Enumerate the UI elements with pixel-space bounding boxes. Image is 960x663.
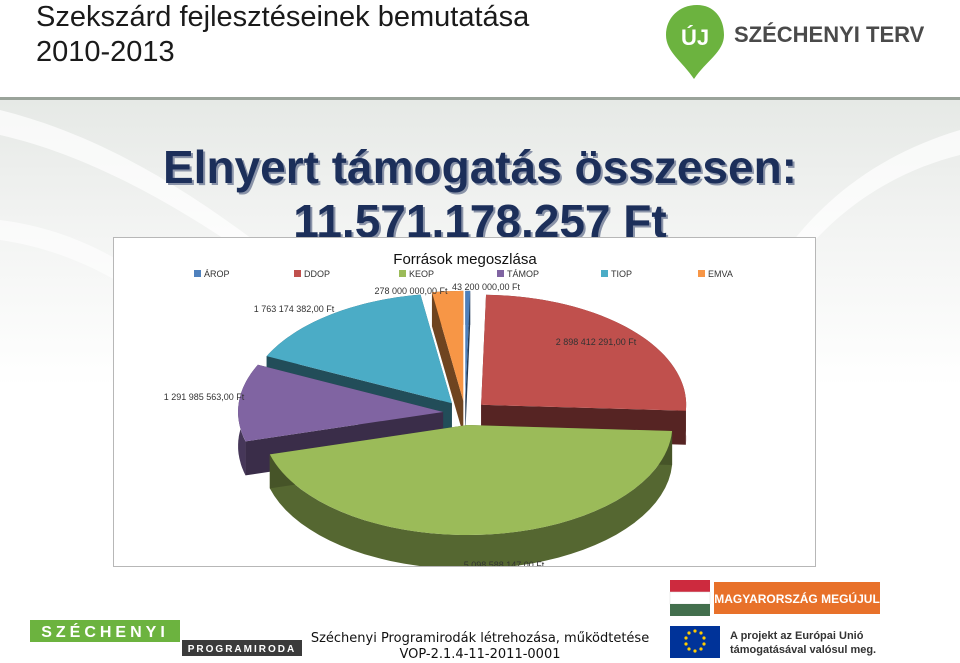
legend-item-emva: EMVA — [698, 269, 733, 279]
banner-text: MAGYARORSZÁG MEGÚJUL — [714, 591, 880, 606]
logo-programiroda-word: PROGRAMIRODA — [188, 644, 296, 655]
eu-support-logo: A projekt az Európai Unió támogatásával … — [670, 626, 876, 658]
eu-text-line-2: támogatásával valósul meg. — [730, 644, 876, 656]
eu-stars-icon — [684, 629, 706, 653]
pie-chart-frame: Források megoszlása ÁROP DDOP KEOP TÁMOP TIO… — [113, 237, 816, 567]
pie-slice-emva — [431, 290, 464, 435]
data-label-emva: 278 000 000,00 Ft — [374, 286, 448, 296]
pie-chart: Források megoszlása ÁROP DDOP KEOP TÁMOP TIO… — [164, 251, 733, 567]
footer: SZÉCHENYI PROGRAMIRODA MAGYARORSZÁG MEGÚ… — [0, 578, 960, 661]
szechenyi-terv-logo: ÚJ SZÉCHENYI TERV — [666, 5, 924, 79]
heading-line-1: Elnyert támogatás összesen: — [162, 141, 797, 193]
background-swoosh — [0, 110, 960, 340]
data-label-arop: 43 200 000,00 Ft — [452, 282, 521, 292]
svg-text:TIOP: TIOP — [611, 269, 632, 279]
header-band: Szekszárd fejlesztéseinek bemutatása 201… — [0, 0, 960, 97]
svg-text:ÁROP: ÁROP — [204, 269, 230, 279]
legend-item-arop: ÁROP — [194, 269, 230, 279]
pie-slices — [238, 290, 687, 566]
logo-szechenyi-word: SZÉCHENYI — [41, 622, 169, 641]
pie-slice-arop — [465, 290, 471, 435]
svg-text:TÁMOP: TÁMOP — [507, 269, 539, 279]
svg-text:DDOP: DDOP — [304, 269, 330, 279]
svg-text:KEOP: KEOP — [409, 269, 434, 279]
eu-text-line-1: A projekt az Európai Unió — [730, 630, 864, 642]
slide-title: Szekszárd fejlesztéseinek bemutatása 201… — [36, 0, 529, 70]
svg-text:EMVA: EMVA — [708, 269, 733, 279]
legend-item-ddop: DDOP — [294, 269, 330, 279]
magyarorszag-megujul-banner: MAGYARORSZÁG MEGÚJUL — [669, 580, 880, 616]
chart-title: Források megoszlása — [393, 251, 537, 268]
footer-logos: SZÉCHENYI PROGRAMIRODA MAGYARORSZÁG MEGÚ… — [30, 580, 880, 658]
data-label-tamop: 1 291 985 563,00 Ft — [164, 392, 245, 402]
header-divider — [0, 97, 960, 100]
total-funding-heading: Elnyert támogatás összesen: 11.571.178.2… — [0, 140, 960, 248]
legend-item-tiop: TIOP — [601, 269, 632, 279]
logo-badge-text: ÚJ — [681, 25, 709, 50]
logo-wordmark: SZÉCHENYI TERV — [734, 22, 924, 47]
slide-title-line-2: 2010-2013 — [36, 36, 175, 68]
chart-legend: ÁROP DDOP KEOP TÁMOP TIOP EMVA — [194, 269, 733, 279]
data-label-ddop: 2 898 412 291,00 Ft — [556, 337, 637, 347]
data-label-keop: 5 098 588 147,00 Ft — [464, 560, 545, 567]
pie-slice-ddop — [481, 294, 687, 445]
szechenyi-programiroda-logo: SZÉCHENYI PROGRAMIRODA — [30, 620, 302, 656]
pie-slice-keop — [269, 425, 673, 566]
slide-title-line-1: Szekszárd fejlesztéseinek bemutatása — [36, 1, 530, 33]
pie-data-labels: 43 200 000,00 Ft 2 898 412 291,00 Ft 5 098… — [164, 282, 637, 567]
legend-item-keop: KEOP — [399, 269, 434, 279]
footer-line-2: VOP-2.1.4-11-2011-0001 — [399, 647, 561, 662]
footer-project-text: Széchenyi Programirodák létrehozása, műk… — [300, 631, 660, 663]
legend-item-tamop: TÁMOP — [497, 269, 539, 279]
data-label-tiop: 1 763 174 382,00 Ft — [254, 304, 335, 314]
footer-line-1: Széchenyi Programirodák létrehozása, műk… — [310, 631, 650, 646]
